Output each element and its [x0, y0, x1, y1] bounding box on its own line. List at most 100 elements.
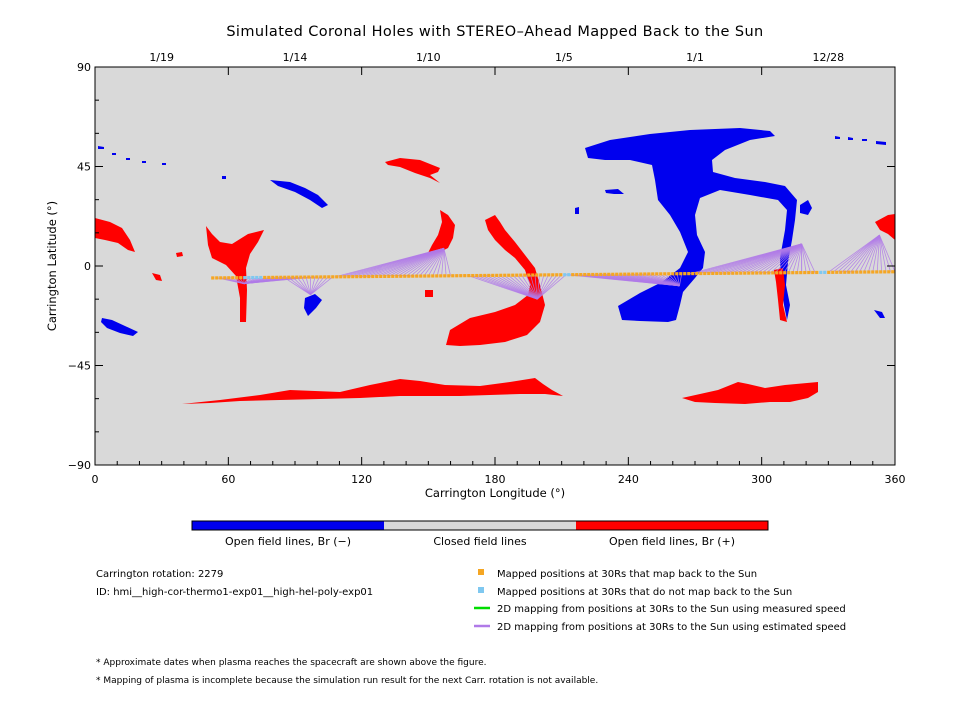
mapping-line: [774, 243, 802, 274]
mapping-line: [423, 248, 445, 277]
mapped-position-marker: [559, 273, 563, 277]
mapping-line: [499, 275, 538, 300]
mapped-position-marker: [767, 271, 771, 275]
mapped-position-marker: [315, 275, 319, 279]
mapping-line: [859, 234, 880, 273]
mapped-position-marker: [483, 273, 487, 278]
mapping-line: [310, 276, 320, 295]
mapping-line: [508, 274, 538, 300]
mapped-position-marker: [615, 272, 619, 276]
mapped-position-marker: [659, 272, 663, 276]
mapped-position-marker: [375, 274, 379, 279]
mapped-position-marker: [347, 275, 351, 279]
mapped-position-marker: [495, 273, 499, 277]
mapped-position-marker: [683, 272, 687, 276]
mapping-line: [752, 243, 802, 274]
mapping-line: [288, 276, 311, 296]
negative-hole-north-small: [605, 189, 624, 194]
mapping-line: [536, 274, 549, 300]
mapping-line: [841, 234, 880, 273]
mapping-line: [503, 274, 538, 300]
trajectory-markers: [211, 270, 895, 280]
mapping-line: [765, 243, 802, 274]
positive-hole-west-2: [152, 273, 162, 281]
mapped-position-marker: [859, 270, 863, 274]
mapping-line: [512, 274, 538, 300]
mapped-position-marker: [311, 275, 315, 279]
positive-hole-se-strip: [774, 268, 787, 322]
mapped-position-marker: [571, 273, 575, 277]
mapped-position-marker: [631, 272, 635, 276]
mapped-position-marker: [671, 272, 675, 276]
negative-hole-mid: [304, 294, 322, 316]
mapping-line: [494, 275, 538, 300]
mapped-position-marker: [219, 276, 223, 280]
mapped-position-marker: [407, 274, 411, 278]
mapping-line: [441, 248, 445, 276]
mapped-position-marker: [323, 275, 327, 279]
mapping-line: [679, 273, 683, 286]
x-tick-label: 120: [351, 473, 372, 486]
mapping-line: [879, 234, 887, 272]
note-incomplete: * Mapping of plasma is incomplete becaus…: [96, 676, 598, 686]
unmapped-position-marker: [247, 276, 251, 280]
mapped-position-marker: [403, 274, 407, 278]
mapped-position-marker: [447, 274, 451, 278]
mapped-position-marker: [731, 271, 735, 275]
mapped-position-marker: [519, 273, 523, 277]
mapped-position-marker: [579, 273, 583, 277]
mapping-line: [787, 243, 803, 273]
mapped-position-marker: [703, 271, 707, 276]
mapped-position-marker: [235, 276, 239, 280]
mapped-position-marker: [387, 274, 391, 278]
mapped-position-marker: [531, 273, 535, 277]
legend-label-measured: 2D mapping from positions at 30Rs to the…: [497, 604, 846, 615]
mapped-position-marker: [735, 271, 739, 275]
positive-hole-crescent: [206, 226, 264, 322]
mapped-position-marker: [787, 271, 791, 275]
mapped-position-marker: [283, 275, 287, 279]
mapping-line: [310, 276, 316, 295]
mapped-position-marker: [851, 270, 855, 274]
x-tick-label: 0: [92, 473, 99, 486]
mapped-position-marker: [371, 274, 375, 279]
mapped-position-marker: [647, 272, 651, 276]
mapped-position-marker: [523, 273, 527, 277]
mapped-position-marker: [427, 274, 431, 278]
mapping-line: [854, 234, 880, 273]
mapping-line: [419, 248, 445, 277]
top-date-label: 1/14: [283, 51, 308, 64]
mapped-position-marker: [719, 271, 723, 275]
mapped-position-marker: [431, 274, 435, 278]
mapped-position-marker: [655, 272, 659, 276]
mapped-position-marker: [587, 272, 591, 277]
mapped-position-marker: [455, 274, 459, 278]
mapped-position-marker: [783, 271, 787, 275]
mapped-position-marker: [799, 271, 803, 275]
carrington-rotation: Carrington rotation: 2279: [96, 569, 223, 580]
mapped-position-marker: [467, 274, 471, 278]
mapped-position-marker: [827, 270, 831, 274]
colorbar: Open field lines, Br (−) Closed field li…: [191, 520, 769, 548]
mapped-position-marker: [595, 272, 599, 277]
mapped-position-marker: [759, 271, 763, 275]
mapping-line: [663, 273, 680, 287]
mapped-position-marker: [355, 275, 359, 279]
negative-specks-ne: [835, 136, 886, 145]
mapping-line: [516, 274, 538, 300]
mapping-line: [863, 234, 880, 273]
mapped-position-marker: [231, 276, 235, 280]
mapping-line: [850, 234, 880, 273]
mapping-line: [659, 273, 680, 287]
mapped-position-marker: [667, 272, 671, 276]
colorbar-positive: [576, 521, 768, 530]
y-tick-label: −45: [68, 360, 91, 373]
y-axis-label: Carrington Latitude (°): [45, 201, 59, 331]
mapped-position-marker: [695, 271, 699, 276]
mapped-position-marker: [687, 272, 691, 276]
mapping-line: [536, 274, 567, 300]
unmapped-position-marker: [259, 275, 263, 280]
mapped-position-marker: [575, 273, 579, 277]
mapping-line: [796, 243, 803, 273]
mapping-line: [836, 234, 880, 273]
